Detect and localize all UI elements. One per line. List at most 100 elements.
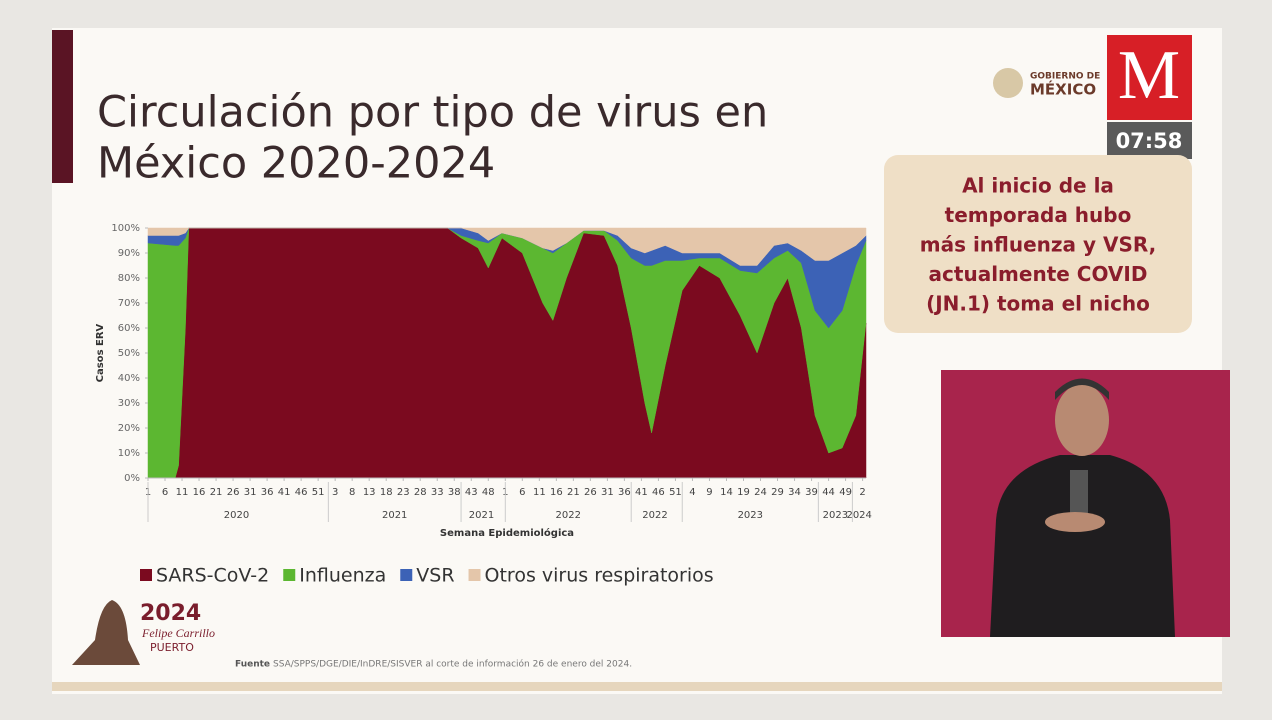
callout-text: Al inicio de la temporada hubo más influen… — [920, 174, 1157, 316]
x-tick-label: 23 — [397, 487, 410, 498]
legend-label: VSR — [416, 565, 454, 587]
title-line: México 2020-2024 — [97, 139, 495, 189]
x-tick-label: 24 — [754, 487, 767, 498]
callout-line: (JN.1) toma el nicho — [926, 292, 1150, 316]
title-line: Circulación por tipo de virus en — [97, 88, 768, 138]
legend-label: Influenza — [299, 565, 386, 587]
x-tick-label: 4 — [689, 487, 695, 498]
x-axis-title: Semana Epidemiológica — [440, 527, 574, 539]
clock: 07:58 — [1116, 129, 1183, 153]
x-tick-label: 13 — [363, 487, 376, 498]
footer-logo-place: PUERTO — [150, 641, 194, 654]
x-tick-label: 21 — [210, 487, 223, 498]
y-tick-label: 80% — [118, 273, 140, 284]
callout-line: Al inicio de la — [962, 174, 1114, 198]
y-tick-label: 30% — [118, 398, 140, 409]
legend-label: SARS-CoV-2 — [156, 565, 269, 587]
gov-emblem — [993, 68, 1023, 98]
year-label: 2022 — [642, 510, 667, 521]
legend-swatch — [468, 569, 481, 581]
x-tick-label: 19 — [737, 487, 750, 498]
x-tick-label: 6 — [519, 487, 525, 498]
callout-line: actualmente COVID — [929, 262, 1148, 286]
x-tick-label: 31 — [244, 487, 257, 498]
interpreter-body — [990, 455, 1175, 637]
x-tick-label: 41 — [635, 487, 648, 498]
callout-line: temporada hubo — [945, 203, 1132, 227]
x-tick-label: 14 — [720, 487, 733, 498]
x-tick-label: 8 — [349, 487, 355, 498]
year-label: 2022 — [556, 510, 581, 521]
interpreter-hair — [1055, 378, 1109, 400]
interpreter-hands — [1045, 512, 1105, 532]
legend-swatch — [400, 569, 413, 581]
x-tick-label: 9 — [706, 487, 712, 498]
y-tick-label: 60% — [118, 323, 140, 334]
x-tick-label: 48 — [482, 487, 495, 498]
footer-text: SSA/SPPS/DGE/DIE/InDRE/SISVER al corte d… — [273, 659, 632, 670]
legend-swatch — [283, 569, 296, 581]
x-tick-label: 3 — [332, 487, 338, 498]
x-tick-label: 29 — [771, 487, 784, 498]
bottom-bar — [52, 682, 1222, 691]
x-tick-label: 49 — [839, 487, 852, 498]
footer-logo-year: 2024 — [140, 601, 201, 626]
x-tick-label: 18 — [380, 487, 393, 498]
footer-portrait — [72, 600, 140, 665]
y-tick-label: 20% — [118, 423, 140, 434]
gov-text: MÉXICO — [1030, 80, 1096, 99]
y-tick-label: 0% — [124, 473, 140, 484]
y-tick-label: 10% — [118, 448, 140, 459]
year-label: 2020 — [224, 510, 249, 521]
area — [147, 227, 867, 266]
year-label: 2023 — [823, 510, 848, 521]
clock-box — [1107, 122, 1192, 159]
x-tick-label: 51 — [312, 487, 325, 498]
gov-text: GOBIERNO DE — [1030, 72, 1100, 82]
x-tick-label: 46 — [295, 487, 308, 498]
x-tick-label: 21 — [567, 487, 580, 498]
year-label: 2024 — [846, 510, 871, 521]
chart: 0% 10% 20% 30% 40% 50% 60% 70% 80% 90% 100% 16 11 16 2… — [95, 223, 872, 587]
y-tick-label: 90% — [118, 248, 140, 259]
callout-line: más influenza y VSR, — [920, 233, 1157, 257]
x-tick-label: 33 — [431, 487, 444, 498]
x-tick-label: 43 — [465, 487, 478, 498]
y-tick-label: 40% — [118, 373, 140, 384]
year-label: 2021 — [469, 510, 494, 521]
y-tick-label: 100% — [111, 223, 140, 234]
x-tick-label: 46 — [652, 487, 665, 498]
x-tick-label: 6 — [162, 487, 168, 498]
footer-logo-name: Felipe Carrillo — [141, 626, 215, 640]
x-tick-label: 38 — [448, 487, 461, 498]
x-tick-label: 11 — [176, 487, 189, 498]
year-label: 2021 — [382, 510, 407, 521]
x-tick-label: 44 — [822, 487, 835, 498]
callout-box — [884, 155, 1192, 333]
x-tick-label: 41 — [278, 487, 291, 498]
interpreter-head — [1055, 384, 1109, 456]
year-label: 2023 — [738, 510, 763, 521]
x-tick-label: 36 — [618, 487, 631, 498]
channel-logo-text: M — [1118, 37, 1180, 114]
interpreter-tie — [1070, 470, 1088, 520]
x-tick-label: 31 — [601, 487, 614, 498]
x-tick-label: 26 — [227, 487, 240, 498]
y-axis-title: Casos ERV — [95, 323, 106, 382]
legend-label: Otros virus respiratorios — [485, 565, 714, 587]
x-tick-label: 39 — [805, 487, 818, 498]
legend-swatch — [140, 569, 152, 581]
x-tick-label: 16 — [550, 487, 563, 498]
y-tick-label: 50% — [118, 348, 140, 359]
x-tick-label: 16 — [193, 487, 206, 498]
x-tick-label: 36 — [261, 487, 274, 498]
x-tick-label: 34 — [788, 487, 801, 498]
x-tick-label: 2 — [859, 487, 865, 498]
y-tick-label: 70% — [118, 298, 140, 309]
footer-label: Fuente — [235, 660, 270, 670]
x-tick-label: 26 — [584, 487, 597, 498]
x-tick-label: 28 — [414, 487, 427, 498]
x-tick-label: 11 — [533, 487, 546, 498]
